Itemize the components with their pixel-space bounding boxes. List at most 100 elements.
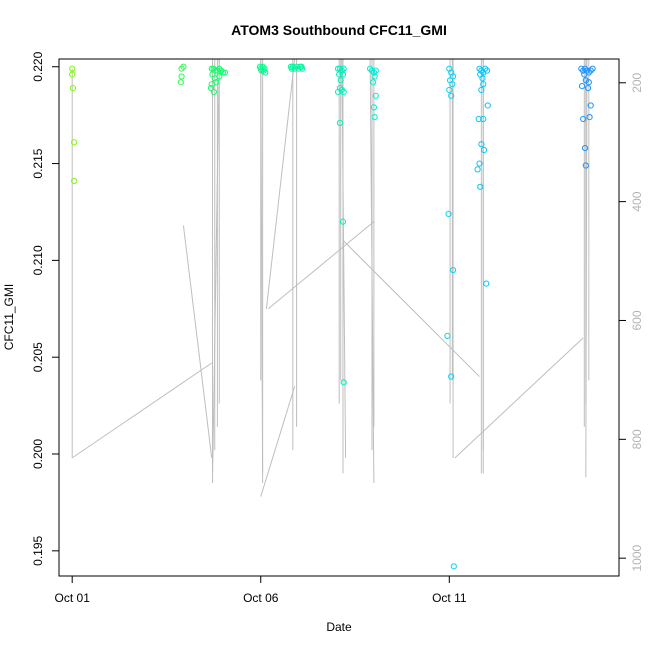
data-point: [336, 119, 344, 126]
pressure-line: [260, 386, 296, 497]
data-point: [372, 92, 379, 99]
y-axis: 0.195 0.200 0.205 0.210 0.215 0.220: [31, 51, 60, 566]
pressure-line: [267, 221, 375, 310]
data-point: [483, 280, 490, 287]
y-tick-label: 0.195: [31, 535, 45, 565]
data-points: [69, 63, 596, 570]
data-point: [476, 160, 483, 167]
data-point: [478, 86, 485, 94]
x-axis-label: Date: [326, 620, 352, 634]
data-point: [259, 63, 266, 70]
y-tick-label: 0.220: [31, 51, 45, 81]
data-point: [213, 79, 220, 86]
data-point: [262, 69, 269, 76]
data-point: [340, 65, 347, 72]
data-point: [448, 373, 455, 380]
data-point: [449, 81, 456, 88]
y2-tick-label: 800: [630, 429, 644, 449]
pressure-line: [71, 362, 213, 459]
data-point: [334, 88, 342, 96]
y2-axis: 200 400 600 800 1000: [618, 72, 644, 572]
data-point: [445, 210, 452, 218]
data-point: [69, 71, 76, 78]
y-tick-label: 0.205: [31, 342, 45, 372]
data-point: [216, 65, 223, 72]
data-point: [449, 266, 457, 274]
data-point: [480, 81, 487, 88]
data-point: [581, 144, 589, 152]
data-point: [480, 115, 487, 123]
y2-tick-label: 200: [630, 72, 644, 92]
data-point: [69, 84, 77, 92]
data-point: [371, 73, 378, 80]
data-point: [370, 69, 377, 76]
data-point: [70, 177, 78, 185]
y2-tick-label: 400: [630, 191, 644, 211]
x-tick-label: Oct 06: [243, 591, 279, 605]
data-point: [581, 71, 588, 78]
data-point: [339, 71, 347, 78]
data-point: [582, 162, 589, 169]
data-point: [370, 79, 377, 86]
data-point: [298, 63, 305, 70]
chart-title: ATOM3 Southbound CFC11_GMI: [231, 22, 447, 38]
data-point: [479, 75, 486, 82]
y-axis-label: CFC11_GMI: [2, 284, 16, 350]
data-point: [210, 88, 218, 96]
data-point: [216, 73, 223, 80]
data-point: [478, 141, 485, 148]
data-point: [214, 67, 221, 74]
pressure-lines: [71, 58, 590, 497]
data-point: [221, 69, 229, 76]
data-point: [178, 65, 185, 72]
data-point: [580, 115, 587, 123]
data-point: [180, 63, 187, 70]
data-point: [578, 65, 585, 72]
data-point: [288, 65, 295, 72]
pressure-line: [211, 58, 220, 484]
data-point: [177, 79, 184, 86]
data-point: [483, 67, 491, 74]
data-point: [449, 73, 457, 80]
data-point: [446, 86, 453, 94]
pressure-line: [265, 58, 296, 309]
data-point: [367, 65, 374, 72]
y-tick-label: 0.210: [31, 245, 45, 275]
x-tick-label: Oct 01: [55, 591, 91, 605]
data-point: [581, 65, 589, 72]
y2-tick-label: 600: [630, 310, 644, 330]
data-point: [291, 65, 298, 72]
data-point: [587, 67, 594, 74]
data-point: [578, 83, 586, 90]
data-point: [444, 332, 451, 339]
data-point: [336, 65, 344, 72]
data-point: [207, 84, 215, 92]
data-point: [370, 104, 377, 111]
data-point: [587, 102, 594, 109]
data-point: [584, 84, 592, 92]
x-tick-label: Oct 11: [432, 591, 467, 605]
y-tick-label: 0.200: [31, 439, 45, 469]
pressure-line: [182, 225, 213, 458]
data-point: [480, 146, 488, 154]
pressure-line: [454, 337, 584, 459]
data-point: [337, 77, 344, 84]
data-point: [585, 79, 592, 86]
data-point: [372, 67, 379, 74]
data-point: [589, 65, 596, 72]
data-point: [484, 102, 491, 109]
data-point: [368, 67, 376, 74]
x-axis: Oct 01 Oct 06 Oct 11: [55, 575, 467, 605]
y-tick-label: 0.215: [31, 148, 45, 178]
data-point: [450, 563, 457, 570]
data-point: [336, 71, 343, 78]
data-point: [70, 139, 78, 146]
y2-tick-label: 1000: [630, 545, 644, 572]
data-point: [178, 73, 185, 80]
data-point: [586, 113, 593, 121]
data-point: [448, 92, 455, 99]
data-point: [477, 183, 484, 190]
pressure-line: [341, 58, 347, 458]
pressure-line: [585, 58, 588, 478]
data-point: [69, 65, 76, 72]
